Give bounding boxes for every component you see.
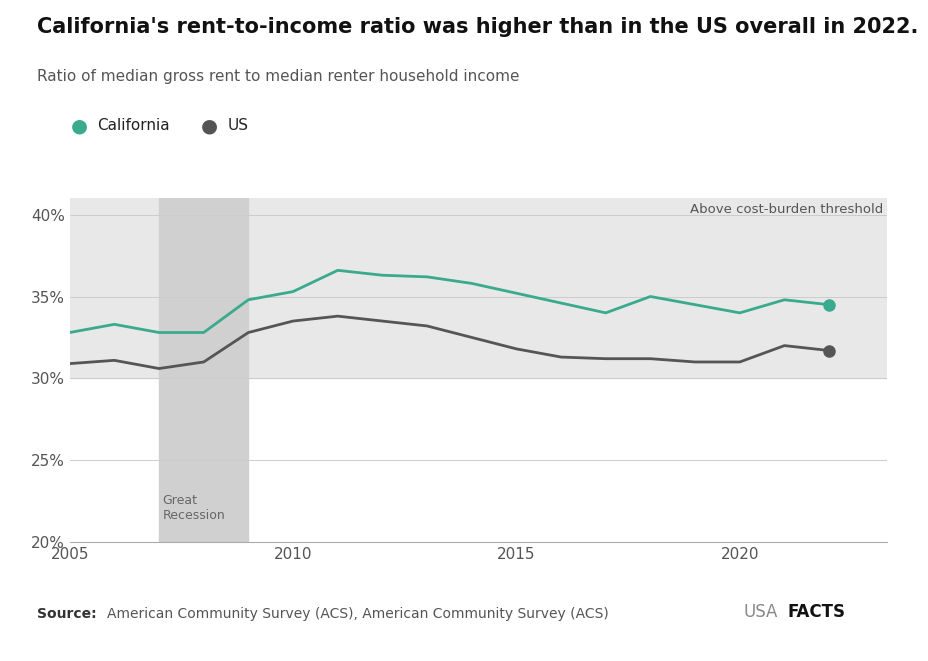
Bar xyxy=(159,198,248,542)
Text: USA: USA xyxy=(742,603,777,621)
Text: ●: ● xyxy=(200,116,217,135)
Text: American Community Survey (ACS), American Community Survey (ACS): American Community Survey (ACS), America… xyxy=(107,607,608,621)
Text: ●: ● xyxy=(71,116,87,135)
Text: US: US xyxy=(227,118,249,133)
Text: Source:: Source: xyxy=(37,607,101,621)
Bar xyxy=(70,198,886,378)
Text: Ratio of median gross rent to median renter household income: Ratio of median gross rent to median ren… xyxy=(37,69,519,85)
Text: California: California xyxy=(97,118,170,133)
Text: Great
Recession: Great Recession xyxy=(162,494,226,522)
Text: FACTS: FACTS xyxy=(787,603,844,621)
Text: Above cost-burden threshold: Above cost-burden threshold xyxy=(690,204,883,216)
Text: California's rent-to-income ratio was higher than in the US overall in 2022.: California's rent-to-income ratio was hi… xyxy=(37,17,918,36)
